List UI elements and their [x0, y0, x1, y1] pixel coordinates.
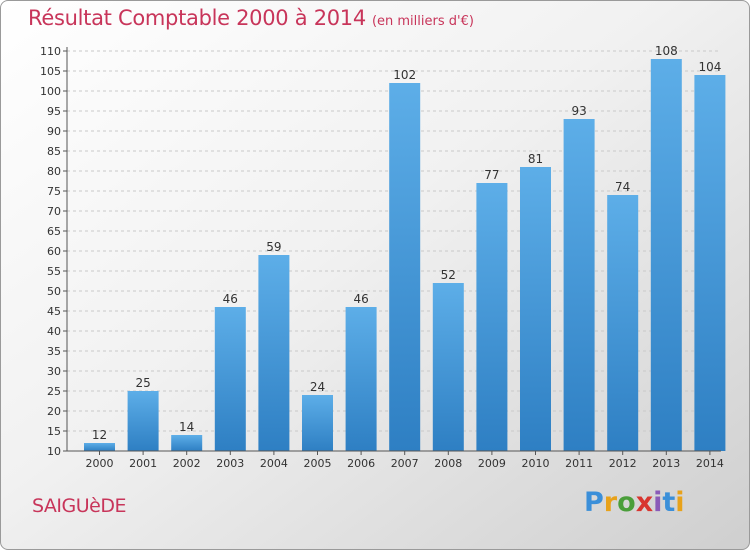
- bar: [389, 83, 421, 451]
- logo-letter: o: [617, 487, 636, 518]
- logo-letter: r: [603, 487, 618, 518]
- x-tick-label: 2006: [347, 457, 375, 470]
- bar: [650, 59, 682, 451]
- bar: [171, 435, 203, 451]
- bar: [432, 283, 464, 451]
- y-tick-label: 100: [40, 85, 61, 98]
- bar: [302, 395, 333, 451]
- x-tick-label: 2010: [522, 457, 550, 470]
- y-tick-label: 110: [40, 45, 61, 58]
- y-tick-label: 95: [47, 105, 61, 118]
- logo-letter: P: [584, 487, 604, 518]
- bar-value-label: 14: [179, 420, 194, 434]
- chart-subtitle: (en milliers d'€): [371, 14, 474, 29]
- bar-value-label: 81: [528, 152, 543, 166]
- bar: [258, 255, 290, 451]
- x-tick-label: 2001: [129, 457, 157, 470]
- x-tick-label: 2005: [304, 457, 332, 470]
- y-tick-label: 105: [40, 65, 61, 78]
- logo-letter: i: [675, 487, 685, 518]
- axes: 10 15 20 25 30 35 40 45 50 55 60 65 70 75 80 85 90 95 100 1…: [40, 45, 724, 470]
- chart-title: Résultat Comptable 2000 à 2014 (en millie…: [28, 6, 474, 30]
- bar-value-label: 12: [92, 428, 107, 442]
- y-tick-label: 25: [47, 385, 61, 398]
- bar-value-label: 74: [615, 180, 630, 194]
- commune-name: SAIGUèDE: [32, 495, 126, 517]
- bar: [694, 75, 726, 451]
- bars: 12 25 14 46 59 24 46 102 52 77 81 93 74 108 104: [84, 44, 726, 451]
- bar: [214, 307, 246, 451]
- bar-value-label: 52: [441, 268, 456, 282]
- bar-value-label: 46: [223, 292, 238, 306]
- y-tick-label: 20: [47, 405, 61, 418]
- x-tick-label: 2007: [391, 457, 419, 470]
- x-tick-label: 2002: [173, 457, 201, 470]
- x-tick-label: 2012: [609, 457, 637, 470]
- x-tick-label: 2011: [565, 457, 593, 470]
- chart-title-text: Résultat Comptable 2000 à 2014: [28, 6, 366, 30]
- logo-letter: x: [635, 487, 654, 518]
- y-tick-label: 85: [47, 145, 61, 158]
- y-tick-label: 80: [47, 165, 61, 178]
- y-tick-label: 50: [47, 285, 61, 298]
- bar: [476, 183, 508, 451]
- bar: [607, 195, 639, 451]
- y-tick-label: 60: [47, 245, 61, 258]
- y-tick-label: 55: [47, 265, 61, 278]
- bar-value-label: 108: [655, 44, 678, 58]
- x-tick-label: 2008: [434, 457, 462, 470]
- bar: [345, 307, 377, 451]
- bar-value-label: 46: [353, 292, 368, 306]
- y-tick-label: 75: [47, 185, 61, 198]
- x-tick-label: 2003: [216, 457, 244, 470]
- bar-value-label: 24: [310, 380, 325, 394]
- y-tick-label: 90: [47, 125, 61, 138]
- bar: [127, 391, 159, 451]
- y-tick-label: 70: [47, 205, 61, 218]
- bar: [563, 119, 595, 451]
- bar-value-label: 102: [393, 68, 416, 82]
- y-tick-label: 15: [47, 425, 61, 438]
- bar: [520, 167, 551, 451]
- y-tick-label: 40: [47, 325, 61, 338]
- bar: [84, 443, 115, 451]
- bar-value-label: 93: [571, 104, 586, 118]
- x-tick-label: 2013: [652, 457, 680, 470]
- logo-letter: i: [653, 487, 663, 518]
- y-tick-label: 30: [47, 365, 61, 378]
- y-tick-label: 65: [47, 225, 61, 238]
- bar-value-label: 59: [266, 240, 281, 254]
- x-tick-label: 2009: [478, 457, 506, 470]
- y-tick-label: 35: [47, 345, 61, 358]
- x-tick-label: 2014: [696, 457, 724, 470]
- x-tick-label: 2000: [86, 457, 114, 470]
- bar-value-label: 104: [698, 60, 721, 74]
- y-tick-label: 10: [47, 445, 61, 458]
- bar-value-label: 77: [484, 168, 499, 182]
- bar-value-label: 25: [135, 376, 150, 390]
- logo-letter: t: [662, 487, 676, 518]
- x-tick-label: 2004: [260, 457, 288, 470]
- proxiti-logo[interactable]: Proxiti: [584, 487, 685, 518]
- y-tick-label: 45: [47, 305, 61, 318]
